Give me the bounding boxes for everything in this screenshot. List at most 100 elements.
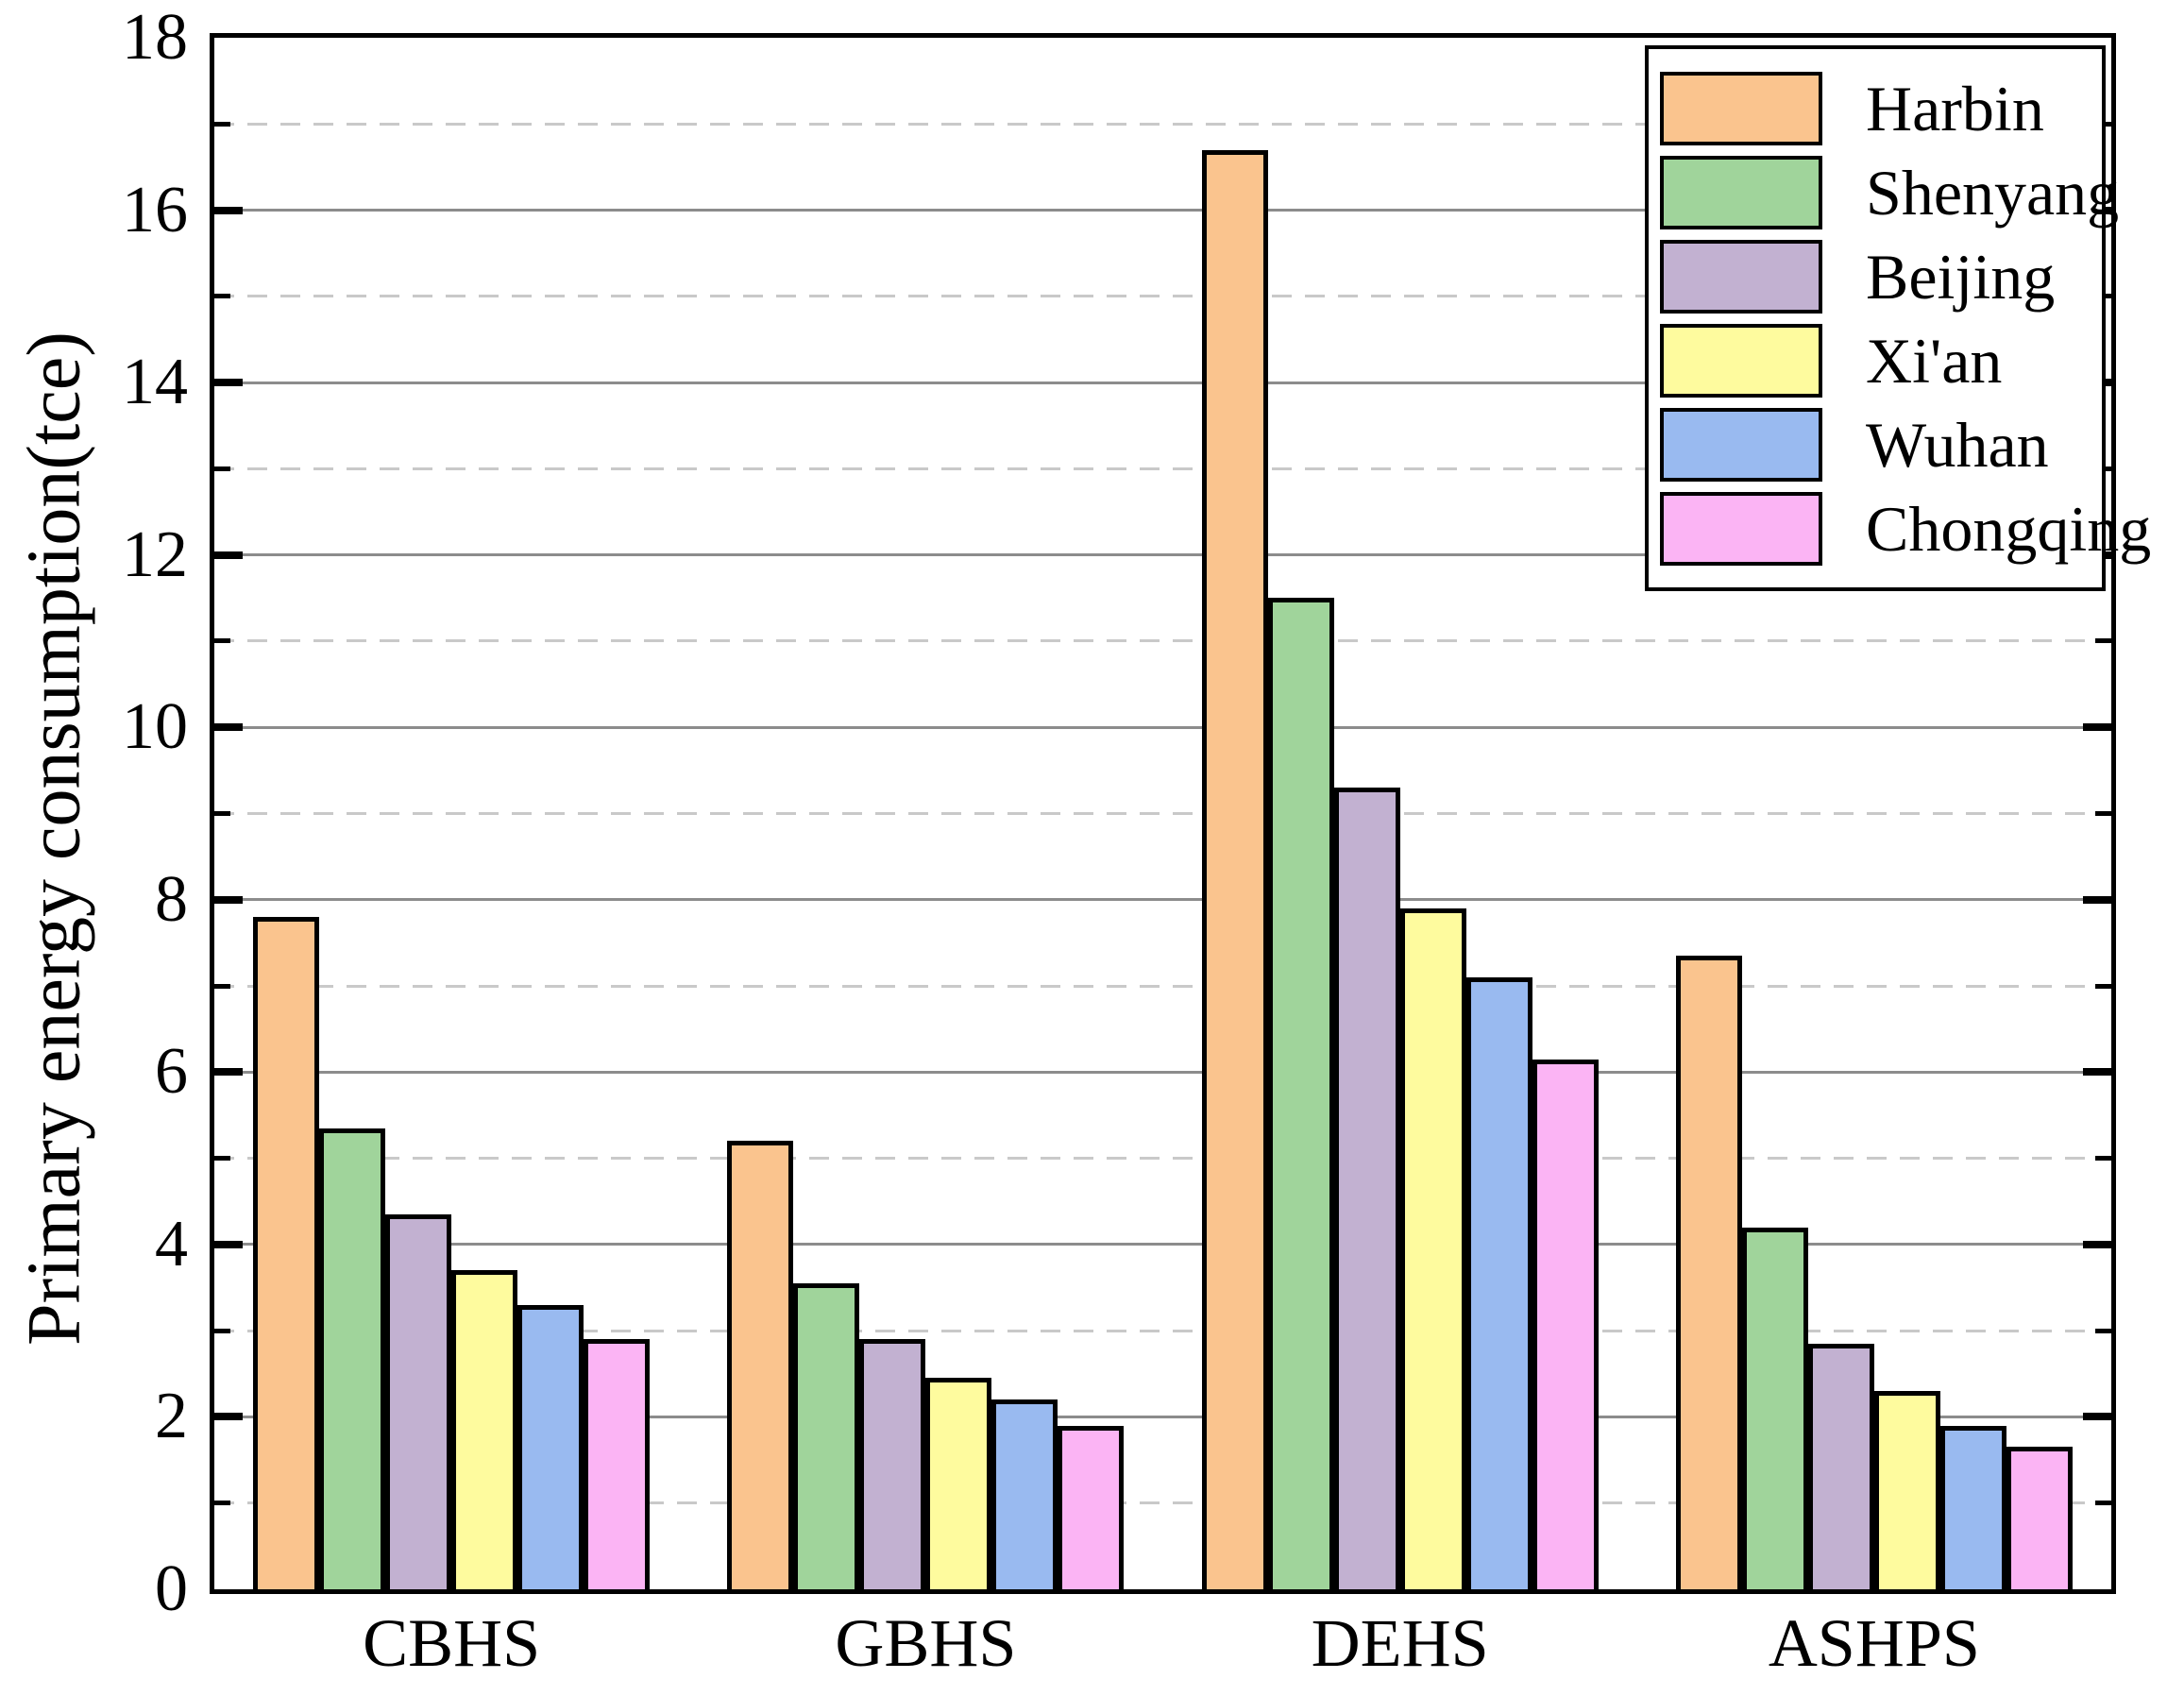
y-tick-minor-right-11 bbox=[2095, 638, 2111, 644]
bar-xi-an-ashps bbox=[1873, 1391, 1940, 1589]
y-tick-major-left-12 bbox=[214, 551, 243, 559]
x-tick-label-ashps: ASHPS bbox=[1768, 1605, 1980, 1681]
bar-xi-an-gbhs bbox=[925, 1378, 992, 1589]
y-tick-minor-left-13 bbox=[214, 466, 230, 471]
y-tick-minor-left-3 bbox=[214, 1328, 230, 1333]
bar-chongqing-ashps bbox=[2006, 1447, 2073, 1589]
y-tick-minor-right-7 bbox=[2095, 983, 2111, 989]
bar-harbin-dehs bbox=[1201, 149, 1268, 1589]
bar-wuhan-dehs bbox=[1465, 976, 1532, 1589]
legend-swatch-harbin bbox=[1660, 71, 1822, 145]
legend-item-chongqing: Chongqing bbox=[1649, 486, 2151, 570]
bar-beijing-gbhs bbox=[859, 1339, 926, 1589]
legend-label-shenyang: Shenyang bbox=[1866, 156, 2120, 229]
bar-shenyang-cbhs bbox=[319, 1128, 386, 1589]
y-tick-label-0: 0 bbox=[155, 1552, 188, 1625]
x-tick-label-dehs: DEHS bbox=[1311, 1605, 1489, 1681]
legend-label-chongqing: Chongqing bbox=[1866, 492, 2152, 565]
x-tick-label-cbhs: CBHS bbox=[363, 1605, 541, 1681]
y-tick-major-left-6 bbox=[214, 1068, 243, 1077]
bar-harbin-cbhs bbox=[253, 917, 320, 1589]
bar-chongqing-dehs bbox=[1532, 1059, 1599, 1589]
gridline-minor-1 bbox=[214, 1501, 2111, 1505]
gridline-minor-7 bbox=[214, 984, 2111, 988]
gridline-minor-9 bbox=[214, 812, 2111, 815]
y-tick-major-left-8 bbox=[214, 895, 243, 904]
bar-wuhan-ashps bbox=[1939, 1425, 2006, 1589]
y-tick-minor-left-11 bbox=[214, 638, 230, 644]
gridline-major-16 bbox=[214, 209, 2111, 212]
y-tick-major-left-2 bbox=[214, 1413, 243, 1421]
y-tick-label-14: 14 bbox=[122, 346, 188, 419]
gridline-major-12 bbox=[214, 553, 2111, 557]
y-tick-minor-right-3 bbox=[2095, 1328, 2111, 1333]
y-tick-minor-left-5 bbox=[214, 1156, 230, 1162]
legend-item-beijing: Beijing bbox=[1649, 234, 2102, 318]
legend: Harbin Shenyang Beijing Xi'an Wuhan Chongqing bbox=[1645, 45, 2151, 591]
legend-label-harbin: Harbin bbox=[1866, 72, 2044, 144]
gridline-major-4 bbox=[214, 1243, 2111, 1247]
y-tick-label-8: 8 bbox=[155, 862, 188, 936]
y-tick-label-16: 16 bbox=[122, 173, 188, 246]
gridline-minor-11 bbox=[214, 639, 2111, 643]
bar-beijing-cbhs bbox=[385, 1213, 452, 1589]
bar-wuhan-gbhs bbox=[991, 1399, 1058, 1589]
y-tick-minor-right-9 bbox=[2095, 811, 2111, 816]
legend-item-wuhan: Wuhan bbox=[1649, 402, 2102, 486]
legend-item-shenyang: Shenyang bbox=[1649, 150, 2119, 234]
bar-shenyang-dehs bbox=[1267, 598, 1334, 1589]
bar-harbin-gbhs bbox=[727, 1141, 794, 1589]
y-tick-major-right-2 bbox=[2083, 1413, 2111, 1421]
x-tick-label-gbhs: GBHS bbox=[835, 1605, 1017, 1681]
y-tick-label-18: 18 bbox=[122, 1, 188, 74]
bar-harbin-ashps bbox=[1675, 956, 1742, 1589]
gridline-major-14 bbox=[214, 381, 2111, 384]
legend-label-xi-an: Xi'an bbox=[1866, 324, 2003, 397]
gridline-minor-3 bbox=[214, 1329, 2111, 1332]
y-tick-label-12: 12 bbox=[122, 517, 188, 591]
gridline-major-2 bbox=[214, 1415, 2111, 1418]
bar-xi-an-cbhs bbox=[451, 1270, 518, 1589]
bar-wuhan-cbhs bbox=[517, 1304, 584, 1589]
y-tick-label-6: 6 bbox=[155, 1035, 188, 1109]
y-tick-major-left-16 bbox=[214, 206, 243, 214]
y-tick-major-right-4 bbox=[2083, 1240, 2111, 1248]
y-tick-minor-left-15 bbox=[214, 294, 230, 299]
legend-label-beijing: Beijing bbox=[1866, 240, 2056, 313]
legend-item-harbin: Harbin bbox=[1649, 66, 2102, 150]
y-tick-label-2: 2 bbox=[155, 1380, 188, 1453]
y-tick-minor-left-1 bbox=[214, 1501, 230, 1506]
y-tick-major-right-8 bbox=[2083, 895, 2111, 904]
gridline-major-10 bbox=[214, 725, 2111, 729]
bar-shenyang-gbhs bbox=[793, 1282, 860, 1589]
y-tick-minor-right-5 bbox=[2095, 1156, 2111, 1162]
gridline-major-8 bbox=[214, 898, 2111, 902]
y-tick-major-left-14 bbox=[214, 379, 243, 387]
y-tick-label-10: 10 bbox=[122, 690, 188, 764]
gridline-minor-13 bbox=[214, 466, 2111, 470]
legend-swatch-beijing bbox=[1660, 239, 1822, 314]
y-tick-minor-left-7 bbox=[214, 983, 230, 989]
legend-swatch-shenyang bbox=[1660, 155, 1822, 229]
y-tick-major-right-6 bbox=[2083, 1068, 2111, 1077]
gridline-minor-5 bbox=[214, 1157, 2111, 1161]
bar-beijing-dehs bbox=[1333, 788, 1400, 1589]
bar-chongqing-cbhs bbox=[584, 1339, 651, 1589]
y-tick-label-4: 4 bbox=[155, 1207, 188, 1280]
gridline-minor-17 bbox=[214, 122, 2111, 126]
legend-swatch-chongqing bbox=[1660, 491, 1822, 566]
y-tick-minor-right-1 bbox=[2095, 1501, 2111, 1506]
legend-swatch-wuhan bbox=[1660, 407, 1822, 482]
y-tick-minor-left-9 bbox=[214, 811, 230, 816]
legend-swatch-xi-an bbox=[1660, 323, 1822, 398]
y-tick-major-right-10 bbox=[2083, 723, 2111, 732]
bar-beijing-ashps bbox=[1807, 1343, 1874, 1589]
y-tick-major-left-4 bbox=[214, 1240, 243, 1248]
y-tick-major-left-10 bbox=[214, 723, 243, 732]
bar-chongqing-gbhs bbox=[1058, 1425, 1125, 1589]
y-tick-minor-left-17 bbox=[214, 121, 230, 127]
legend-item-xi-an: Xi'an bbox=[1649, 318, 2102, 402]
gridline-major-6 bbox=[214, 1070, 2111, 1074]
y-axis-title: Primary energy consumption(tce) bbox=[12, 331, 96, 1346]
